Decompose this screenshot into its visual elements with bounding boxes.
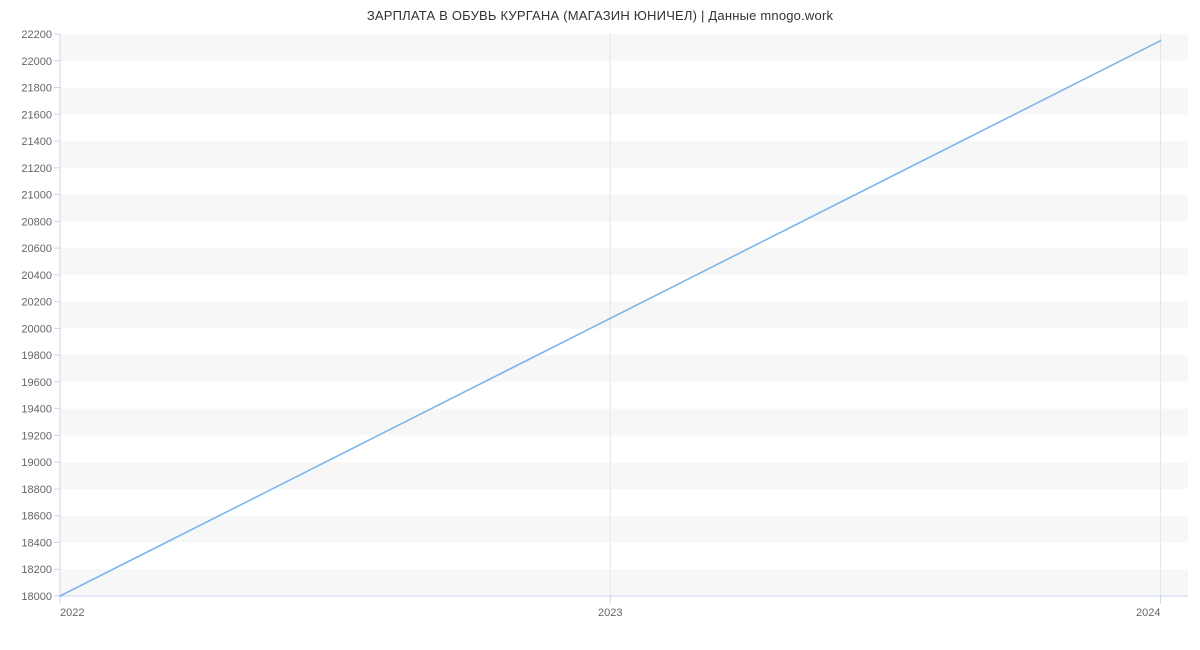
svg-text:19000: 19000 xyxy=(21,457,52,469)
svg-text:2022: 2022 xyxy=(60,607,84,619)
svg-text:18000: 18000 xyxy=(21,591,52,603)
svg-text:19200: 19200 xyxy=(21,430,52,442)
svg-text:18400: 18400 xyxy=(21,537,52,549)
svg-text:20000: 20000 xyxy=(21,323,52,335)
svg-text:19800: 19800 xyxy=(21,350,52,362)
svg-text:19400: 19400 xyxy=(21,404,52,416)
line-chart: ЗАРПЛАТА В ОБУВЬ КУРГАНА (МАГАЗИН ЮНИЧЕЛ… xyxy=(0,0,1200,650)
svg-text:18800: 18800 xyxy=(21,484,52,496)
svg-text:21000: 21000 xyxy=(21,190,52,202)
svg-text:20800: 20800 xyxy=(21,216,52,228)
svg-text:21200: 21200 xyxy=(21,163,52,175)
svg-text:19600: 19600 xyxy=(21,377,52,389)
svg-text:2023: 2023 xyxy=(598,607,622,619)
svg-text:18200: 18200 xyxy=(21,564,52,576)
svg-text:22200: 22200 xyxy=(21,29,52,41)
svg-text:20600: 20600 xyxy=(21,243,52,255)
svg-text:22000: 22000 xyxy=(21,56,52,68)
svg-text:21400: 21400 xyxy=(21,136,52,148)
chart-title: ЗАРПЛАТА В ОБУВЬ КУРГАНА (МАГАЗИН ЮНИЧЕЛ… xyxy=(0,8,1200,23)
svg-text:21800: 21800 xyxy=(21,83,52,95)
chart-svg: 18000 18200 18400 18600 18800 19000 19200 19400… xyxy=(0,0,1200,650)
svg-text:18600: 18600 xyxy=(21,511,52,523)
svg-text:2024: 2024 xyxy=(1136,607,1160,619)
svg-text:20400: 20400 xyxy=(21,270,52,282)
svg-text:20200: 20200 xyxy=(21,297,52,309)
svg-text:21600: 21600 xyxy=(21,109,52,121)
